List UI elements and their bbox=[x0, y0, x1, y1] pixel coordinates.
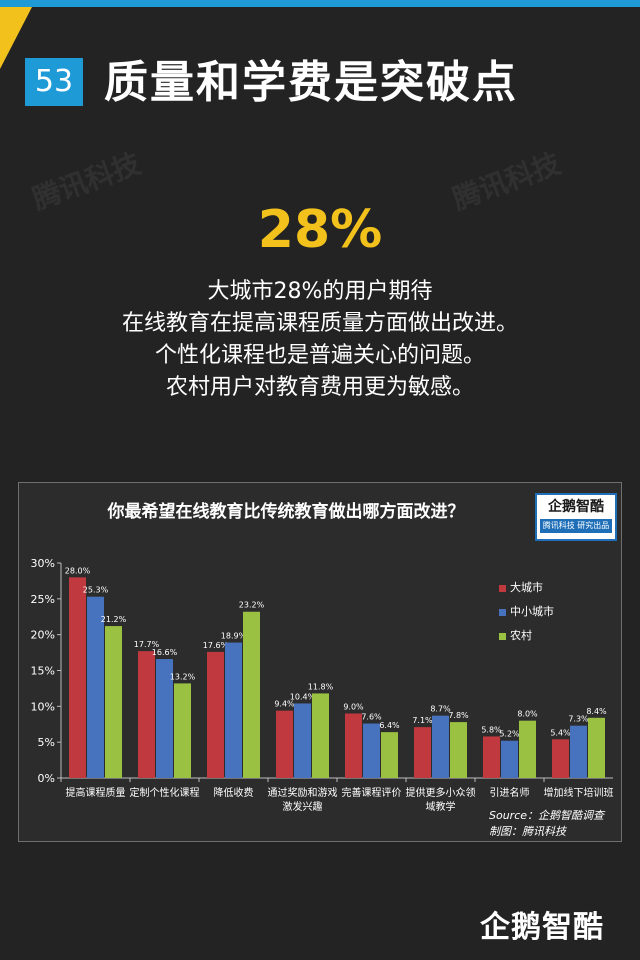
bar-value-label: 10.4% bbox=[290, 692, 316, 701]
x-tick-label: 激发兴趣 bbox=[283, 800, 323, 813]
legend-swatch bbox=[499, 584, 506, 592]
bar-value-label: 5.4% bbox=[550, 728, 571, 737]
y-tick-label: 0% bbox=[38, 772, 55, 785]
bar-value-label: 9.0% bbox=[343, 703, 364, 712]
bar bbox=[69, 577, 86, 778]
bar-value-label: 23.2% bbox=[239, 601, 265, 610]
bar-value-label: 5.2% bbox=[499, 730, 520, 739]
y-tick-label: 5% bbox=[38, 736, 55, 749]
bar bbox=[174, 683, 191, 778]
bar-value-label: 7.8% bbox=[448, 711, 469, 720]
bar-value-label: 6.4% bbox=[379, 721, 400, 730]
footer-logo: 企鹅智酷 bbox=[480, 910, 604, 945]
bar bbox=[156, 659, 173, 778]
bar bbox=[294, 703, 311, 778]
chart-title: 你最希望在线教育比传统教育做出哪方面改进？ bbox=[107, 502, 465, 522]
bar bbox=[225, 642, 242, 778]
bar bbox=[312, 693, 329, 778]
bar bbox=[519, 720, 536, 778]
page-number-badge: 53 bbox=[25, 58, 83, 106]
x-tick-label: 增加线下培训班 bbox=[544, 786, 614, 799]
bar-value-label: 17.7% bbox=[134, 640, 160, 649]
bar bbox=[501, 740, 518, 778]
bar-value-label: 16.6% bbox=[152, 648, 178, 657]
legend-item: 中小城市 bbox=[499, 603, 554, 619]
bar bbox=[588, 717, 605, 778]
description-line: 农村用户对教育费用更为敏感。 bbox=[165, 375, 474, 400]
bar bbox=[105, 626, 122, 778]
logo-name: 企鹅智酷 bbox=[548, 499, 604, 515]
legend-label: 农村 bbox=[510, 629, 532, 642]
bar-value-label: 5.8% bbox=[481, 725, 502, 734]
legend-label: 中小城市 bbox=[510, 605, 554, 618]
y-tick-label: 20% bbox=[31, 629, 55, 642]
y-tick-label: 10% bbox=[31, 700, 55, 713]
bar-value-label: 8.7% bbox=[430, 705, 451, 714]
bar-chart: 0% 5% 10% 15% 20% 25% 30% 28.0% 25.3% 21.2% 提高课程质量… bbox=[31, 557, 614, 813]
bar bbox=[345, 713, 362, 778]
x-tick-label: 引进名师 bbox=[490, 786, 530, 799]
page-title: 质量和学费是突破点 bbox=[104, 57, 518, 108]
bar-value-label: 7.6% bbox=[361, 713, 382, 722]
credit-note: 制图：腾讯科技 bbox=[489, 825, 566, 838]
highlight-description: 大城市28%的用户期待 在线教育在提高课程质量方面做出改进。 个性化课程也是普遍… bbox=[0, 276, 640, 404]
x-tick-label: 完善课程评价 bbox=[342, 786, 402, 799]
legend-swatch bbox=[499, 632, 506, 640]
bar bbox=[432, 715, 449, 778]
bar bbox=[363, 723, 380, 778]
bar-value-label: 7.3% bbox=[568, 715, 589, 724]
highlight-stat: 28% bbox=[257, 200, 383, 260]
bar-value-label: 9.4% bbox=[274, 700, 295, 709]
bar-value-label: 18.9% bbox=[221, 632, 247, 641]
x-tick-label: 提供更多小众领 bbox=[406, 786, 476, 799]
bar-value-label: 11.8% bbox=[308, 682, 334, 691]
bar-value-label: 13.2% bbox=[170, 672, 196, 681]
bar bbox=[570, 725, 587, 778]
bar bbox=[552, 739, 569, 778]
bar bbox=[243, 611, 260, 778]
bar-value-label: 8.0% bbox=[517, 710, 538, 719]
y-tick-label: 15% bbox=[31, 665, 55, 678]
x-tick-label: 降低收费 bbox=[214, 786, 254, 799]
bar bbox=[138, 651, 155, 778]
top-accent-bar bbox=[0, 0, 640, 7]
bar bbox=[207, 651, 224, 778]
legend-label: 大城市 bbox=[510, 581, 543, 594]
y-tick-label: 25% bbox=[31, 593, 55, 606]
legend-item: 大城市 bbox=[499, 579, 543, 595]
legend-swatch bbox=[499, 608, 506, 616]
x-tick-label: 提高课程质量 bbox=[66, 786, 126, 799]
bar-value-label: 8.4% bbox=[586, 707, 607, 716]
bar bbox=[483, 736, 500, 778]
source-note: Source：企鹅智酷调查 bbox=[489, 809, 605, 822]
bar-value-label: 25.3% bbox=[83, 586, 109, 595]
description-line: 个性化课程也是普遍关心的问题。 bbox=[154, 343, 485, 368]
bar-value-label: 17.6% bbox=[203, 641, 229, 650]
description-line: 大城市28%的用户期待 bbox=[207, 279, 433, 304]
bar bbox=[87, 596, 104, 778]
bar bbox=[276, 710, 293, 778]
bar bbox=[381, 732, 398, 778]
bar-value-label: 7.1% bbox=[412, 716, 433, 725]
chart-panel: 0% 5% 10% 15% 20% 25% 30% 28.0% 25.3% 21.2% 提高课程质量… bbox=[18, 482, 622, 842]
legend-item: 农村 bbox=[499, 627, 532, 643]
logo-subtitle: 腾讯科技 研究出品 bbox=[540, 519, 612, 533]
x-tick-label: 通过奖励和游戏 bbox=[268, 786, 338, 799]
x-tick-label: 定制个性化课程 bbox=[130, 786, 200, 799]
description-line: 在线教育在提高课程质量方面做出改进。 bbox=[121, 311, 518, 336]
bar bbox=[414, 727, 431, 778]
bar bbox=[450, 722, 467, 778]
y-tick-label: 30% bbox=[31, 557, 55, 570]
bar-value-label: 28.0% bbox=[65, 566, 91, 575]
chart-brand-logo: 企鹅智酷 腾讯科技 研究出品 bbox=[535, 493, 617, 541]
bar-value-label: 21.2% bbox=[101, 615, 127, 624]
x-tick-label: 域教学 bbox=[426, 800, 456, 813]
